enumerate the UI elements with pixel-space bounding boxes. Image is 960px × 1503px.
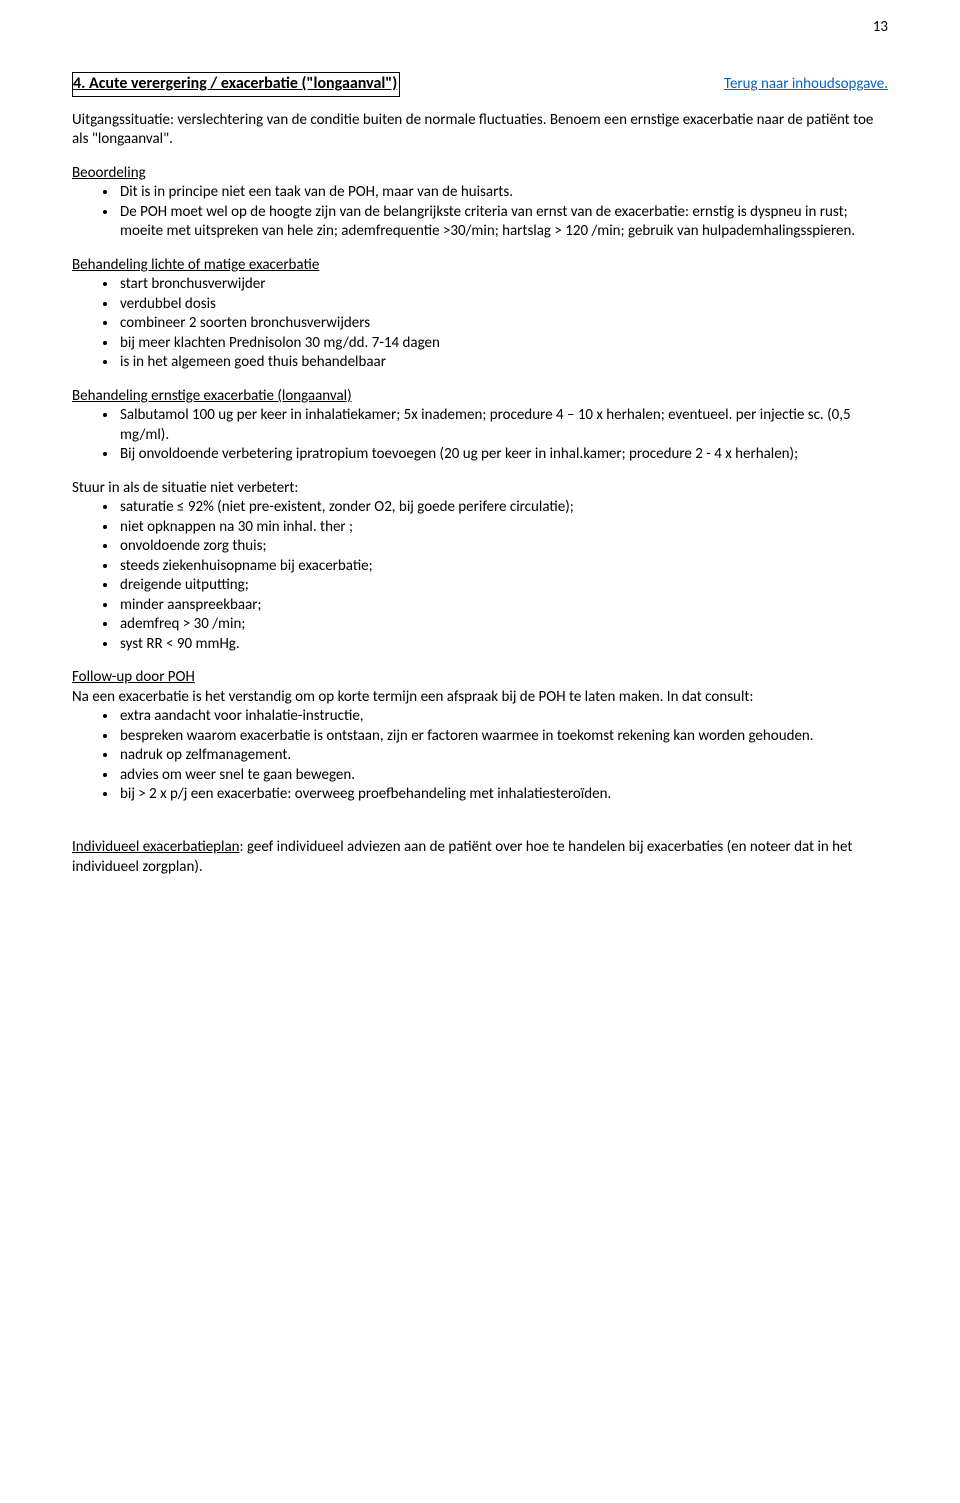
list-item: minder aanspreekbaar; bbox=[118, 596, 888, 616]
list-beoordeling: Dit is in principe niet een taak van de … bbox=[72, 183, 888, 242]
list-licht: start bronchusverwijder verdubbel dosis … bbox=[72, 275, 888, 373]
list-item: dreigende uitputting; bbox=[118, 576, 888, 596]
followup-intro: Na een exacerbatie is het verstandig om … bbox=[72, 688, 888, 708]
intro-paragraph: Uitgangssituatie: verslechtering van de … bbox=[72, 111, 888, 150]
list-followup: extra aandacht voor inhalatie-instructie… bbox=[72, 707, 888, 805]
list-item: combineer 2 soorten bronchusverwijders bbox=[118, 314, 888, 334]
list-ernstig: Salbutamol 100 ug per keer in inhalatiek… bbox=[72, 406, 888, 465]
list-item: extra aandacht voor inhalatie-instructie… bbox=[118, 707, 888, 727]
page-number: 13 bbox=[873, 18, 888, 38]
list-item: syst RR < 90 mmHg. bbox=[118, 635, 888, 655]
list-item: Salbutamol 100 ug per keer in inhalatiek… bbox=[118, 406, 888, 445]
list-item: saturatie ≤ 92% (niet pre-existent, zond… bbox=[118, 498, 888, 518]
list-item: is in het algemeen goed thuis behandelba… bbox=[118, 353, 888, 373]
list-item: bij > 2 x p/j een exacerbatie: overweeg … bbox=[118, 785, 888, 805]
list-item: verdubbel dosis bbox=[118, 295, 888, 315]
heading-stuurin: Stuur in als de situatie niet verbetert: bbox=[72, 479, 888, 499]
list-item: De POH moet wel op de hoogte zijn van de… bbox=[118, 203, 888, 242]
heading-followup: Follow-up door POH bbox=[72, 668, 888, 688]
list-item: bij meer klachten Prednisolon 30 mg/dd. … bbox=[118, 334, 888, 354]
heading-licht: Behandeling lichte of matige exacerbatie bbox=[72, 256, 888, 276]
list-item: ademfreq > 30 /min; bbox=[118, 615, 888, 635]
list-item: Dit is in principe niet een taak van de … bbox=[118, 183, 888, 203]
closing-lead: Individueel exacerbatieplan bbox=[72, 838, 240, 856]
list-item: bespreken waarom exacerbatie is ontstaan… bbox=[118, 727, 888, 747]
list-item: niet opknappen na 30 min inhal. ther ; bbox=[118, 518, 888, 538]
list-stuurin: saturatie ≤ 92% (niet pre-existent, zond… bbox=[72, 498, 888, 654]
heading-beoordeling: Beoordeling bbox=[72, 164, 888, 184]
list-item: onvoldoende zorg thuis; bbox=[118, 537, 888, 557]
list-item: Bij onvoldoende verbetering ipratropium … bbox=[118, 445, 888, 465]
list-item: advies om weer snel te gaan bewegen. bbox=[118, 766, 888, 786]
section-title: 4. Acute verergering / exacerbatie ("lon… bbox=[72, 72, 400, 97]
closing-paragraph: Individueel exacerbatieplan: geef indivi… bbox=[72, 838, 888, 877]
title-row: 4. Acute verergering / exacerbatie ("lon… bbox=[72, 72, 888, 97]
list-item: steeds ziekenhuisopname bij exacerbatie; bbox=[118, 557, 888, 577]
list-item: start bronchusverwijder bbox=[118, 275, 888, 295]
list-item: nadruk op zelfmanagement. bbox=[118, 746, 888, 766]
toc-link[interactable]: Terug naar inhoudsopgave. bbox=[724, 75, 888, 95]
heading-ernstig: Behandeling ernstige exacerbatie (longaa… bbox=[72, 387, 888, 407]
